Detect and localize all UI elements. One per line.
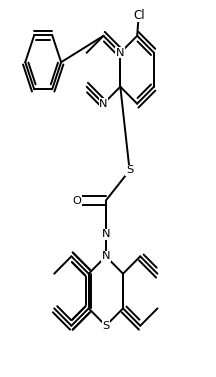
Text: N: N: [116, 48, 125, 58]
Text: S: S: [126, 166, 133, 175]
Text: N: N: [99, 99, 108, 109]
Text: N: N: [102, 251, 110, 261]
Text: N: N: [102, 251, 110, 261]
Text: O: O: [72, 196, 81, 205]
Text: S: S: [102, 321, 110, 331]
Text: N: N: [102, 230, 110, 239]
Text: Cl: Cl: [133, 9, 145, 21]
